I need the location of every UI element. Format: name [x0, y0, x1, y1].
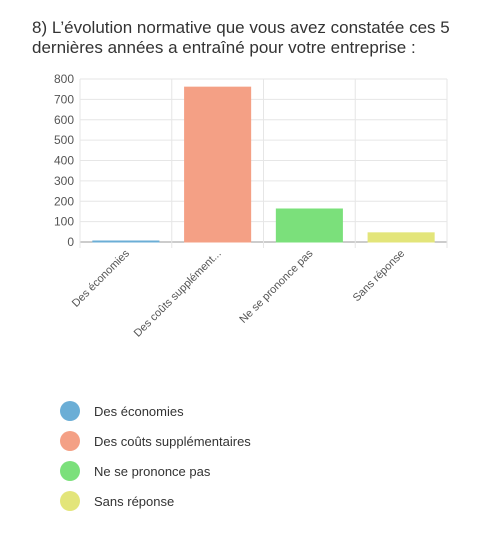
legend-label: Sans réponse	[94, 493, 175, 509]
y-tick-label: 700	[54, 92, 74, 106]
bar[interactable]	[275, 208, 343, 243]
y-tick-label: 300	[54, 174, 74, 188]
legend-item[interactable]: Des économies	[60, 396, 251, 426]
x-tick-label: Des coûts supplément...	[132, 248, 224, 340]
legend-item[interactable]: Des coûts supplémentaires	[60, 426, 251, 456]
y-tick-label: 100	[54, 215, 74, 229]
bar[interactable]	[367, 232, 435, 243]
x-tick-label: Sans réponse	[351, 248, 407, 304]
legend-swatch	[60, 491, 80, 511]
y-tick-label: 600	[54, 113, 74, 127]
y-tick-label: 400	[54, 154, 74, 168]
legend-item[interactable]: Sans réponse	[60, 486, 251, 516]
legend-label: Des coûts supplémentaires	[94, 433, 251, 449]
legend-swatch	[60, 431, 80, 451]
bar[interactable]	[184, 86, 252, 243]
legend-label: Des économies	[94, 403, 184, 419]
y-tick-label: 800	[54, 72, 74, 86]
x-tick-label: Des économies	[70, 247, 132, 309]
legend-swatch	[60, 401, 80, 421]
chart-legend: Des économies Des coûts supplémentaires Ne…	[60, 396, 251, 516]
chart-title: 8) L’évolution normative que vous avez c…	[32, 18, 450, 57]
legend-label: Ne se prononce pas	[94, 463, 211, 479]
bar[interactable]	[92, 240, 160, 243]
x-tick-label: Ne se prononce pas	[237, 247, 315, 325]
bar-chart: 0 100 200 300 400 500 600 700 800 Des économies D…	[54, 72, 448, 340]
legend-swatch	[60, 461, 80, 481]
y-tick-label: 500	[54, 133, 74, 147]
legend-item[interactable]: Ne se prononce pas	[60, 456, 251, 486]
y-tick-label: 0	[67, 235, 74, 249]
y-tick-label: 200	[54, 194, 74, 208]
